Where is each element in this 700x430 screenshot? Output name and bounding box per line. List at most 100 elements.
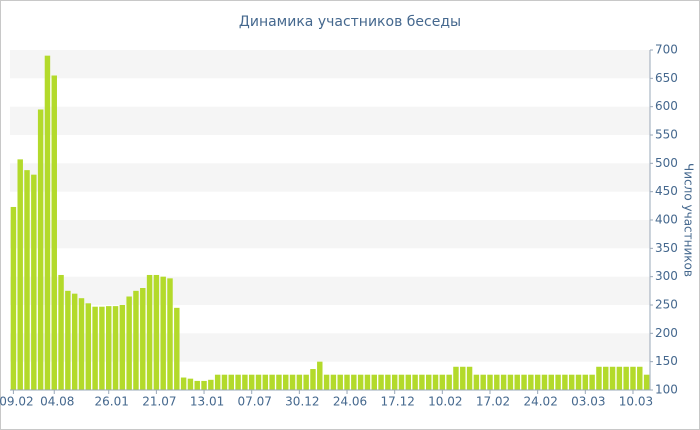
bar — [201, 380, 207, 390]
bar — [276, 374, 282, 390]
bar — [58, 274, 64, 390]
y-tick-label: 650 — [655, 71, 678, 85]
bar — [262, 374, 269, 390]
y-tick-label: 700 — [655, 43, 678, 57]
bar — [194, 380, 200, 390]
bar — [44, 55, 51, 391]
x-tick-label: 24.02 — [523, 395, 557, 409]
bar — [616, 366, 623, 390]
bar — [242, 374, 248, 390]
bar — [473, 374, 480, 390]
bar — [99, 306, 105, 390]
bar — [555, 374, 561, 390]
bar — [296, 374, 303, 390]
bar — [500, 374, 507, 390]
bar — [255, 374, 262, 390]
x-tick-label: 09.02 — [0, 395, 34, 409]
bar — [126, 296, 132, 390]
bar — [432, 374, 439, 390]
y-tick-label: 450 — [655, 184, 678, 198]
bar — [65, 290, 71, 390]
grid-band — [10, 106, 650, 135]
bar — [208, 379, 214, 390]
bar — [412, 374, 418, 390]
bar — [153, 274, 160, 390]
bar — [391, 374, 398, 390]
x-tick-label: 17.12 — [381, 395, 415, 409]
bar — [507, 374, 514, 390]
bar — [582, 374, 589, 390]
grid-band — [10, 163, 650, 192]
bar — [446, 374, 452, 390]
bar — [385, 374, 391, 390]
bar — [310, 369, 316, 390]
bar — [337, 374, 343, 390]
x-tick-label: 30.12 — [285, 395, 319, 409]
grid-band — [10, 50, 650, 79]
bar — [283, 374, 289, 390]
bar — [174, 307, 180, 390]
bar — [317, 361, 323, 390]
bar — [235, 374, 241, 390]
bar — [78, 298, 85, 390]
x-tick-label: 03.03 — [571, 395, 605, 409]
bar — [364, 374, 371, 390]
y-tick-label: 550 — [655, 128, 678, 142]
y-tick-label: 300 — [655, 269, 678, 283]
bar — [248, 374, 255, 390]
bar — [228, 374, 234, 390]
bar — [214, 374, 221, 390]
bar — [514, 374, 520, 390]
bar — [378, 374, 384, 390]
bar — [589, 374, 595, 390]
bar — [31, 174, 37, 390]
grid-band — [10, 276, 650, 305]
grid-band — [10, 220, 650, 249]
y-tick-label: 350 — [655, 241, 678, 255]
bar — [323, 374, 330, 390]
bar — [439, 374, 446, 390]
x-tick-label: 10.03 — [619, 395, 653, 409]
y-tick-label: 200 — [655, 326, 678, 340]
bar — [289, 374, 296, 390]
bar — [10, 206, 17, 390]
chart-title: Динамика участников беседы — [239, 14, 461, 30]
bar — [371, 374, 377, 390]
bar — [643, 374, 650, 390]
bar — [37, 109, 44, 390]
bar — [575, 374, 582, 390]
bar — [71, 293, 78, 390]
y-tick-label: 150 — [655, 354, 678, 368]
bar — [106, 306, 112, 390]
bar — [351, 374, 357, 390]
x-tick-label: 13.01 — [190, 395, 224, 409]
bar — [419, 374, 425, 390]
bar — [180, 377, 187, 390]
bar — [303, 374, 309, 390]
bar — [51, 75, 57, 390]
bar — [623, 366, 629, 390]
y-axis-label: Число участников — [682, 163, 696, 277]
bar — [466, 366, 473, 390]
bar — [269, 374, 275, 390]
bar — [167, 278, 173, 390]
bar — [568, 374, 575, 390]
bar — [494, 374, 500, 390]
bar — [426, 374, 432, 390]
bar — [609, 366, 616, 390]
bar — [405, 374, 412, 390]
x-tick-label: 07.07 — [238, 395, 272, 409]
bar — [146, 274, 153, 390]
bar — [548, 374, 554, 390]
bar — [453, 366, 459, 390]
bar — [534, 374, 541, 390]
bar — [160, 276, 166, 390]
bar — [187, 378, 194, 390]
bar — [344, 374, 350, 390]
x-tick-label: 24.06 — [333, 395, 367, 409]
bar — [119, 305, 126, 390]
bar — [357, 374, 364, 390]
bar — [398, 374, 405, 390]
bar — [562, 374, 568, 390]
